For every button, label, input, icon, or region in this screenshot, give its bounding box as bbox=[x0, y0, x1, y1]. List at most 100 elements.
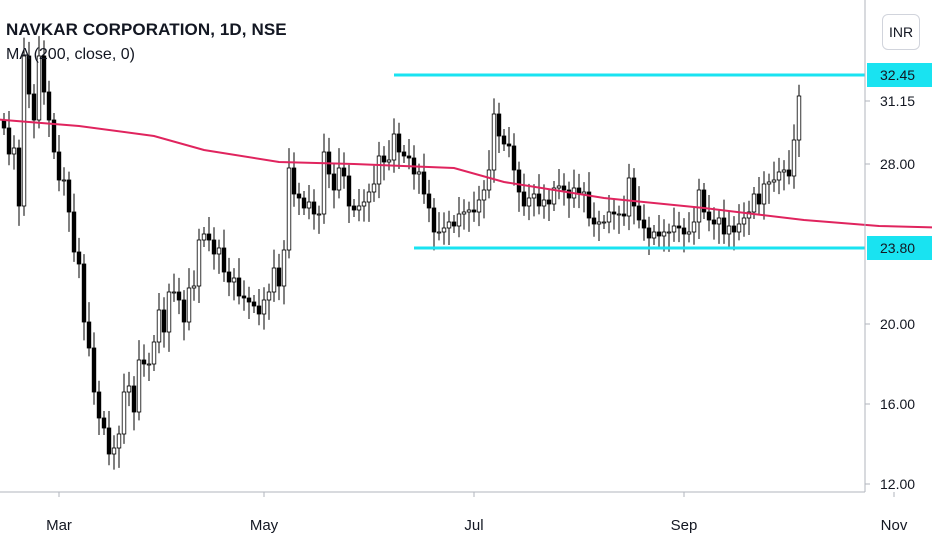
candle-body bbox=[591, 217, 597, 225]
candle-body bbox=[426, 193, 432, 209]
candle-body bbox=[186, 287, 192, 323]
candle bbox=[776, 157, 782, 195]
candle-body bbox=[56, 151, 62, 181]
candle-body bbox=[686, 231, 692, 235]
candle-body bbox=[336, 167, 342, 191]
time-tick-label: Sep bbox=[671, 517, 698, 534]
candle-body bbox=[666, 231, 672, 234]
candle-body bbox=[696, 189, 702, 223]
candle-body bbox=[206, 233, 212, 241]
candle-body bbox=[506, 143, 512, 147]
candle bbox=[321, 133, 327, 224]
plot-area[interactable] bbox=[0, 36, 932, 470]
candle bbox=[571, 169, 577, 208]
price-level-badge bbox=[867, 63, 932, 87]
candle-body bbox=[486, 169, 492, 191]
candle bbox=[51, 113, 57, 159]
candle-body bbox=[421, 171, 427, 195]
candle bbox=[456, 197, 462, 238]
candle-body bbox=[21, 55, 27, 207]
candle-body bbox=[281, 249, 287, 287]
currency-button[interactable]: INR bbox=[882, 14, 920, 50]
candle bbox=[761, 171, 767, 220]
symbol-title[interactable]: NAVKAR CORPORATION, 1D, NSE bbox=[6, 20, 287, 39]
candle bbox=[746, 200, 752, 235]
candle bbox=[796, 84, 802, 157]
candle-body bbox=[656, 231, 662, 237]
candle-body bbox=[681, 227, 687, 235]
candle-body bbox=[351, 205, 357, 211]
price-axis[interactable]: 12.00 16.00 20.00 28.00 31.15 32.45 23.80 bbox=[864, 0, 932, 492]
candle-body bbox=[1, 119, 7, 129]
candle bbox=[711, 207, 717, 240]
candle-body bbox=[786, 169, 792, 177]
candle bbox=[306, 185, 312, 220]
candle-body bbox=[641, 219, 647, 229]
candle-body bbox=[526, 197, 532, 207]
candle bbox=[256, 289, 262, 326]
candle-body bbox=[726, 225, 732, 235]
candle bbox=[196, 228, 202, 303]
time-tick-label: Jul bbox=[464, 517, 483, 534]
candle-body bbox=[161, 309, 167, 333]
candle bbox=[771, 161, 777, 192]
indicator-label[interactable]: MA (200, close, 0) bbox=[6, 46, 135, 63]
candle bbox=[146, 352, 152, 381]
candle bbox=[736, 204, 742, 241]
candle-body bbox=[196, 239, 202, 287]
candle-body bbox=[276, 267, 282, 287]
candle bbox=[671, 207, 677, 242]
price-tick-label: 28.00 bbox=[880, 156, 915, 172]
candle-body bbox=[256, 305, 262, 315]
candle bbox=[781, 160, 787, 191]
candle-body bbox=[156, 309, 162, 343]
candle bbox=[86, 302, 92, 357]
candle-body bbox=[531, 193, 537, 199]
candle bbox=[241, 280, 247, 311]
candle bbox=[361, 189, 367, 222]
candle-body bbox=[216, 247, 222, 255]
candle-body bbox=[266, 291, 272, 301]
time-axis[interactable]: MarMayJulSepNov8 bbox=[0, 491, 932, 534]
candle-body bbox=[416, 171, 422, 175]
candle-body bbox=[151, 341, 157, 365]
candle bbox=[791, 124, 797, 189]
candle-body bbox=[231, 277, 237, 283]
candle bbox=[236, 258, 242, 305]
candle bbox=[81, 254, 87, 341]
candle bbox=[541, 184, 547, 219]
candle-body bbox=[311, 201, 317, 215]
candle bbox=[641, 204, 647, 241]
candle-body bbox=[51, 119, 57, 153]
candle-body bbox=[461, 211, 467, 215]
candle bbox=[406, 139, 412, 170]
candle bbox=[366, 183, 372, 222]
candle-body bbox=[16, 147, 22, 207]
candle-body bbox=[401, 151, 407, 157]
candle-body bbox=[346, 175, 352, 207]
candle-body bbox=[746, 211, 752, 219]
candle-body bbox=[166, 291, 172, 333]
candle-body bbox=[251, 301, 257, 307]
candle bbox=[136, 340, 142, 421]
candle-body bbox=[361, 201, 367, 207]
candle-body bbox=[86, 321, 92, 349]
candle bbox=[176, 277, 182, 315]
candle-body bbox=[791, 139, 797, 177]
candle-body bbox=[771, 179, 777, 183]
candle bbox=[566, 181, 572, 218]
candle-body bbox=[551, 187, 557, 205]
candle bbox=[291, 152, 297, 207]
candle bbox=[301, 191, 307, 215]
candle-body bbox=[71, 211, 77, 253]
candle bbox=[281, 240, 287, 305]
candle-body bbox=[611, 211, 617, 215]
candle-body bbox=[796, 95, 802, 141]
candle-body bbox=[456, 213, 462, 227]
candle bbox=[16, 139, 22, 226]
candle bbox=[656, 215, 662, 248]
candle-body bbox=[676, 225, 682, 229]
candle-body bbox=[566, 189, 572, 199]
candle-body bbox=[91, 347, 97, 393]
